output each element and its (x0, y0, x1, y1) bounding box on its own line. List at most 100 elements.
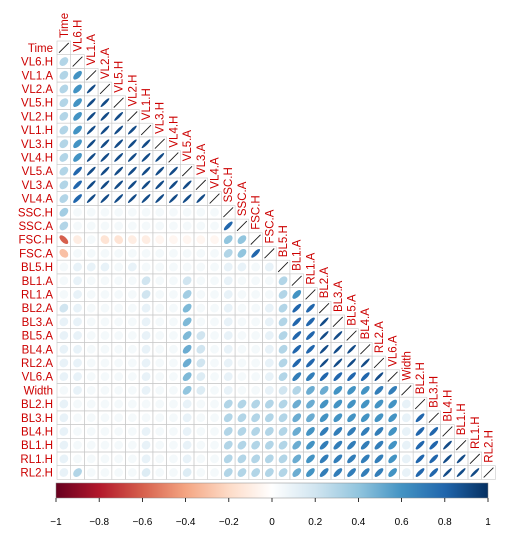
correlation-ellipse (237, 399, 247, 409)
correlation-ellipse (127, 303, 137, 313)
correlation-ellipse (73, 427, 82, 436)
correlation-ellipse (388, 399, 398, 409)
correlation-ellipse (374, 427, 384, 436)
row-label: VL5.H (21, 98, 53, 110)
correlation-ellipse (155, 276, 165, 286)
correlation-ellipse (86, 125, 96, 135)
correlation-ellipse (264, 468, 274, 477)
row-label: Width (24, 385, 53, 397)
correlation-ellipse (360, 385, 370, 395)
correlation-ellipse (141, 372, 151, 382)
correlation-ellipse (86, 180, 96, 190)
correlation-ellipse (306, 358, 315, 368)
correlation-ellipse (264, 358, 274, 368)
color-legend-bar (55, 482, 489, 499)
column-label: VL5.H (114, 61, 126, 93)
row-label: BL2.H (21, 399, 53, 411)
correlation-ellipse (360, 413, 370, 423)
correlation-ellipse (86, 235, 96, 245)
row-label: VL2.A (22, 84, 54, 96)
correlation-ellipse (127, 235, 137, 245)
column-label: Time (59, 13, 71, 38)
correlation-ellipse (319, 399, 329, 409)
correlation-ellipse (169, 166, 178, 176)
column-label: FSC.A (264, 209, 276, 243)
row-label: BL4.H (21, 426, 53, 438)
correlation-ellipse (155, 194, 165, 203)
correlation-ellipse (196, 399, 206, 409)
correlation-ellipse (59, 98, 69, 108)
correlation-ellipse (182, 235, 192, 245)
correlation-ellipse (100, 166, 110, 176)
correlation-ellipse (141, 385, 151, 395)
correlation-ellipse (319, 358, 329, 368)
correlation-ellipse (182, 248, 192, 258)
correlation-ellipse (100, 303, 110, 313)
correlation-ellipse (141, 317, 151, 327)
correlation-ellipse (86, 111, 96, 121)
correlation-ellipse (196, 358, 206, 368)
correlation-ellipse (169, 331, 178, 340)
correlation-ellipse (59, 385, 69, 395)
row-label: VL1.H (21, 125, 53, 137)
correlation-ellipse (73, 70, 82, 80)
row-label: BL2.A (22, 303, 54, 315)
correlation-ellipse (333, 399, 343, 409)
correlation-ellipse (182, 454, 192, 464)
correlation-ellipse (141, 262, 151, 272)
correlation-ellipse (100, 331, 110, 340)
correlation-ellipse (86, 399, 96, 409)
correlation-ellipse (210, 399, 219, 409)
correlation-ellipse (264, 440, 274, 450)
correlation-ellipse (169, 290, 178, 299)
row-labels: TimeVL6.HVL1.AVL2.AVL5.HVL2.HVL1.HVL3.HV… (18, 43, 53, 480)
correlation-ellipse (114, 303, 124, 313)
correlation-ellipse (59, 303, 69, 313)
correlation-ellipse (59, 166, 69, 176)
correlation-ellipse (141, 399, 151, 409)
correlation-ellipse (251, 290, 261, 299)
correlation-ellipse (292, 427, 302, 436)
row-label: SSC.H (18, 207, 53, 219)
correlation-ellipse (127, 468, 137, 477)
diagonal-mark (195, 179, 207, 191)
correlation-ellipse (127, 139, 137, 149)
correlation-ellipse (73, 262, 82, 272)
correlation-ellipse (141, 290, 151, 299)
correlation-ellipse (210, 468, 219, 477)
correlation-ellipse (182, 303, 192, 313)
correlation-ellipse (401, 399, 411, 409)
correlation-ellipse (59, 276, 69, 286)
correlation-ellipse (333, 427, 343, 436)
correlation-ellipse (155, 331, 165, 340)
correlation-ellipse (100, 317, 110, 327)
correlation-ellipse (86, 385, 96, 395)
correlation-ellipse (114, 153, 124, 162)
correlation-ellipse (127, 207, 137, 217)
correlation-ellipse (100, 153, 110, 162)
column-label: Width (401, 351, 413, 380)
correlation-ellipse (278, 372, 288, 382)
correlation-ellipse (333, 358, 343, 368)
correlation-ellipse (374, 454, 384, 464)
correlation-ellipse (73, 98, 82, 108)
correlation-ellipse (100, 290, 110, 299)
correlation-ellipse (429, 468, 439, 477)
column-label: RL2.A (374, 321, 386, 353)
column-label: FSC.H (251, 195, 263, 230)
correlation-ellipse (141, 358, 151, 368)
correlation-ellipse (59, 358, 69, 368)
column-label: BL3.A (333, 280, 345, 312)
correlation-ellipse (292, 440, 302, 450)
correlation-ellipse (169, 413, 178, 423)
correlation-ellipse (360, 454, 370, 464)
correlation-ellipse (196, 440, 206, 450)
correlation-ellipse (141, 139, 151, 149)
correlation-ellipse (278, 331, 288, 340)
correlation-ellipse (114, 221, 124, 231)
correlation-ellipse (182, 194, 192, 203)
correlation-ellipse (237, 262, 247, 272)
diagonal-mark (181, 165, 193, 177)
correlation-ellipse (169, 221, 178, 231)
